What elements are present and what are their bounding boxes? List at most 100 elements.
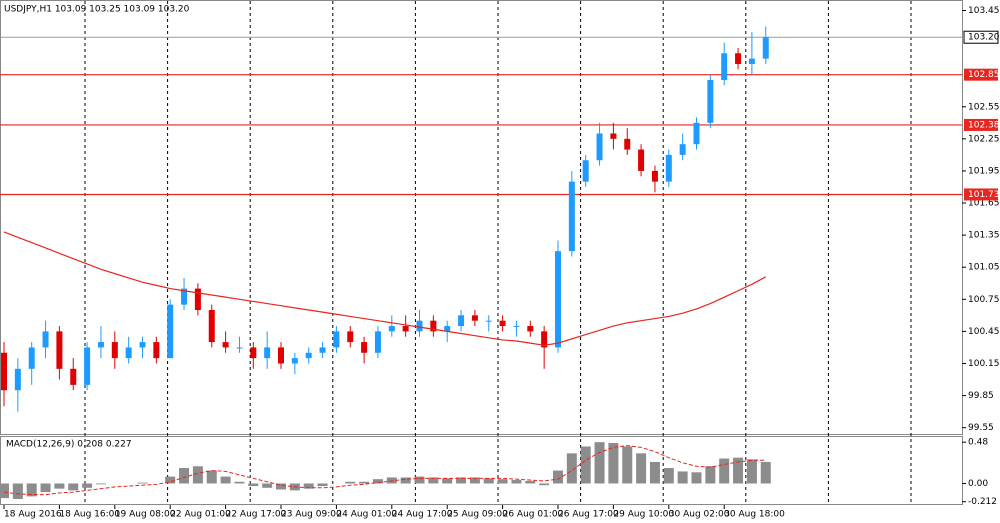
macd-bar xyxy=(220,476,231,484)
candle-body xyxy=(264,347,271,359)
y-tick-label: 99.55 xyxy=(968,423,994,433)
candle-body xyxy=(610,133,617,139)
y-tick-label: 100.15 xyxy=(968,359,1000,369)
x-tick-label: 24 Aug 17:00 xyxy=(392,510,453,520)
macd-bar xyxy=(414,476,425,484)
candle-body xyxy=(14,368,21,391)
candle-body xyxy=(388,326,395,332)
x-tick-label: 24 Aug 01:00 xyxy=(336,510,397,520)
candle-body xyxy=(555,251,561,348)
candle-body xyxy=(665,154,672,182)
candle-body xyxy=(291,358,298,364)
macd-bar xyxy=(12,483,23,499)
y2-tick-label: 0.00 xyxy=(968,479,988,489)
x-tick-label: 30 Aug 02:00 xyxy=(669,510,730,520)
macd-bar xyxy=(317,483,328,487)
candle-body xyxy=(42,331,49,348)
macd-bar xyxy=(0,483,9,499)
macd-bar xyxy=(303,483,314,489)
level-label: 102.38 xyxy=(968,120,1000,130)
macd-bar xyxy=(636,453,647,484)
y-tick-label: 100.75 xyxy=(968,295,1000,305)
x-tick-label: 22 Aug 17:00 xyxy=(226,510,287,520)
y-tick-label: 101.05 xyxy=(968,263,1000,273)
candle-body xyxy=(679,144,686,155)
y-tick-label: 101.65 xyxy=(968,199,1000,209)
candle-body xyxy=(568,181,575,252)
candle-body xyxy=(236,347,243,349)
x-tick-label: 29 Aug 10:00 xyxy=(613,510,674,520)
candle-body xyxy=(278,347,284,364)
x-tick-label: 18 Aug 2016 xyxy=(4,510,62,520)
macd-bar xyxy=(691,472,702,484)
macd-bar xyxy=(539,483,550,486)
macd-bar xyxy=(608,443,619,484)
candle-body xyxy=(181,288,188,305)
level-box xyxy=(964,188,998,201)
macd-bar xyxy=(428,477,439,484)
y-tick-label: 101.35 xyxy=(968,231,1000,241)
macd-bar xyxy=(746,459,757,484)
macd-bar xyxy=(663,467,674,484)
macd-bar xyxy=(760,461,771,484)
candle-body xyxy=(194,288,201,310)
level-box xyxy=(964,118,998,131)
x-tick-label: 26 Aug 01:00 xyxy=(503,510,564,520)
candle-body xyxy=(167,304,174,359)
candle-body xyxy=(638,149,645,171)
macd-bar xyxy=(733,457,744,484)
level-label: 102.85 xyxy=(968,70,1000,80)
candle-body xyxy=(430,320,437,332)
candle-body xyxy=(70,368,77,385)
macd-signal xyxy=(3,445,766,496)
candle-body xyxy=(319,347,326,353)
macd-bar xyxy=(511,480,522,484)
candle-body xyxy=(721,53,728,81)
candle-body xyxy=(499,320,506,327)
candle-body xyxy=(333,331,340,348)
level-box xyxy=(964,68,998,81)
level-label: 101.73 xyxy=(968,190,1000,200)
candle-body xyxy=(28,347,35,369)
candle-body xyxy=(1,352,7,391)
candle-body xyxy=(111,342,118,359)
candle-body xyxy=(153,342,160,359)
macd-bar xyxy=(345,481,356,484)
candle-body xyxy=(762,37,769,59)
candle-body xyxy=(735,53,742,64)
macd-bar xyxy=(137,482,148,484)
macd-bar xyxy=(68,483,79,491)
x-tick-label: 19 Aug 08:00 xyxy=(115,510,176,520)
candle-body xyxy=(374,331,381,353)
x-tick-label: 26 Aug 17:00 xyxy=(558,510,619,520)
x-tick-label: 23 Aug 09:00 xyxy=(281,510,342,520)
y-tick-label: 102.25 xyxy=(968,134,1000,144)
x-tick-label: 22 Aug 01:00 xyxy=(170,510,231,520)
macd-bar xyxy=(372,479,383,484)
macd-bar xyxy=(206,470,217,484)
price-box xyxy=(963,30,999,44)
macd-bar xyxy=(234,481,245,484)
candle-body xyxy=(305,352,312,359)
y-tick-label: 100.45 xyxy=(968,327,1000,337)
y2-tick-label: 0.48 xyxy=(968,438,988,448)
macd-bar xyxy=(566,453,577,484)
macd-bar xyxy=(553,470,563,484)
candle-body xyxy=(541,331,548,348)
macd-bar xyxy=(82,483,93,488)
y-tick-label: 102.55 xyxy=(968,102,1000,112)
candle-body xyxy=(361,342,368,353)
macd-bar xyxy=(26,483,37,497)
candle-body xyxy=(513,326,520,328)
macd-bar xyxy=(179,467,190,484)
macd-pane xyxy=(0,436,963,505)
candle-body xyxy=(416,320,423,332)
macd-bar xyxy=(705,466,716,484)
macd-bar xyxy=(248,483,259,487)
candle-body xyxy=(97,342,104,348)
main-pane xyxy=(0,0,963,435)
x-tick-label: 25 Aug 09:00 xyxy=(447,510,508,520)
candle-body xyxy=(208,309,215,343)
candle-body xyxy=(222,342,229,348)
